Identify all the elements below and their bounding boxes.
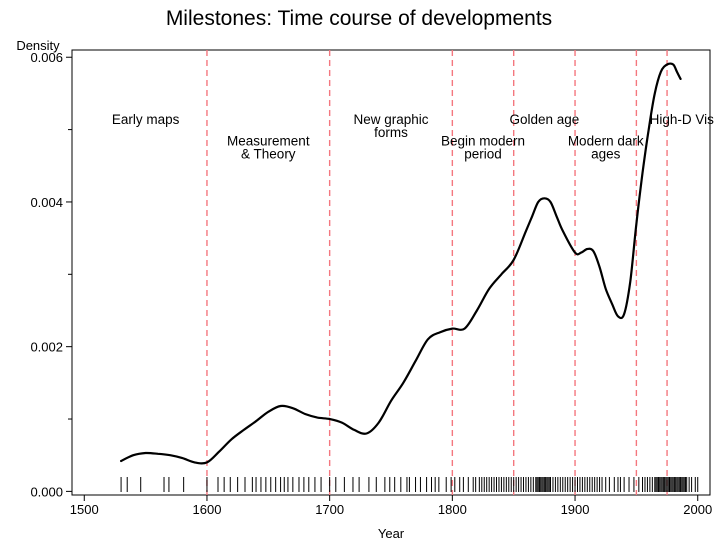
chart-title: Milestones: Time course of developments bbox=[166, 7, 552, 30]
period-label: Begin modern period bbox=[441, 134, 525, 162]
y-axis: 0.000 0.002 0.004 0.006 bbox=[30, 50, 72, 499]
period-label-line: forms bbox=[374, 125, 408, 140]
plot-frame bbox=[71, 49, 711, 496]
density-series-line bbox=[120, 62, 682, 465]
period-label: Early maps bbox=[112, 112, 180, 127]
x-tick-label: 1900 bbox=[561, 502, 590, 517]
period-label-line: Modern dark bbox=[568, 134, 644, 149]
period-label-line: Begin modern bbox=[441, 134, 525, 149]
x-axis: 1500 1600 1700 1800 1900 2000 bbox=[70, 495, 712, 517]
y-tick-label: 0.000 bbox=[30, 484, 63, 499]
period-label: Measurement & Theory bbox=[227, 134, 310, 162]
period-label-line: Golden age bbox=[509, 112, 579, 127]
x-tick-label: 1500 bbox=[70, 502, 99, 517]
period-lines bbox=[206, 50, 668, 495]
period-label-line: period bbox=[464, 147, 502, 162]
period-label: Modern dark ages bbox=[568, 134, 644, 162]
period-label-line: High-D Vis bbox=[650, 112, 715, 127]
period-label-line: New graphic bbox=[353, 112, 428, 127]
period-label: New graphic forms bbox=[353, 112, 428, 140]
x-tick-label: 1800 bbox=[438, 502, 467, 517]
y-tick-label: 0.004 bbox=[30, 195, 63, 210]
y-axis-label: Density bbox=[16, 38, 60, 53]
y-tick-label: 0.002 bbox=[30, 340, 63, 355]
x-tick-label: 2000 bbox=[683, 502, 712, 517]
period-label-line: & Theory bbox=[241, 147, 296, 162]
x-tick-label: 1600 bbox=[193, 502, 222, 517]
rug-ticks bbox=[120, 477, 699, 492]
period-label: Golden age bbox=[509, 112, 579, 127]
period-label: High-D Vis bbox=[650, 112, 715, 127]
period-label-line: Early maps bbox=[112, 112, 180, 127]
x-axis-label: Year bbox=[378, 526, 405, 541]
x-tick-label: 1700 bbox=[315, 502, 344, 517]
y-tick-label: 0.006 bbox=[30, 50, 63, 65]
period-label-line: ages bbox=[591, 147, 621, 162]
period-labels: Early maps Measurement & Theory New graphic… bbox=[112, 112, 714, 162]
period-label-line: Measurement bbox=[227, 134, 310, 149]
